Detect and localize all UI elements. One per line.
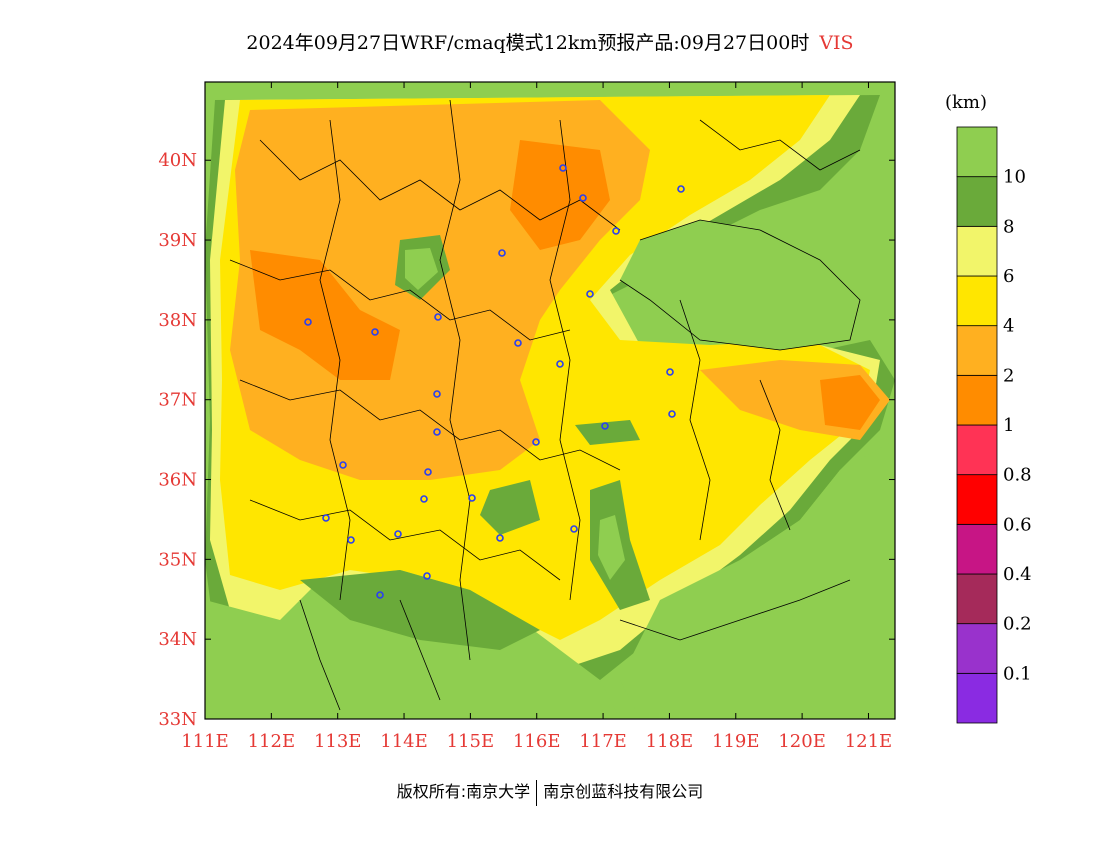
lon-label: 121E bbox=[845, 731, 893, 752]
colorbar-swatch bbox=[956, 275, 998, 327]
title-variable: VIS bbox=[819, 32, 854, 54]
colorbar-swatch bbox=[956, 225, 998, 277]
city-markers bbox=[304, 164, 685, 599]
map-frame bbox=[204, 81, 896, 720]
lon-label: 119E bbox=[712, 731, 760, 752]
colorbar-level-label: 0.8 bbox=[1003, 465, 1032, 486]
colorbar-swatch bbox=[956, 374, 998, 426]
lat-labels: 33N 34N 35N 36N 37N 38N 39N 40N bbox=[158, 150, 197, 730]
lat-label: 37N bbox=[158, 390, 197, 411]
lon-label: 116E bbox=[513, 731, 561, 752]
colorbar-level-label: 1 bbox=[1003, 415, 1014, 436]
colorbar-swatch bbox=[956, 623, 998, 674]
title-main: 2024年09月27日WRF/cmaq模式12km预报产品:09月27日00时 bbox=[246, 32, 810, 54]
lat-label: 36N bbox=[158, 470, 197, 491]
colorbar-swatch bbox=[956, 523, 998, 575]
field-sea bbox=[620, 220, 860, 350]
colorbar-unit: (km) bbox=[945, 92, 987, 113]
chart-title: 2024年09月27日WRF/cmaq模式12km预报产品:09月27日00时 V… bbox=[0, 28, 1100, 55]
field-green-patch-4 bbox=[598, 515, 625, 580]
colorbar-level-label: 0.4 bbox=[1003, 564, 1032, 585]
field-se-green bbox=[620, 440, 895, 719]
footer: 版权所有:南京大学 南京创蓝科技有限公司 bbox=[0, 778, 1100, 806]
lon-labels: 111E 112E 113E 114E 115E 116E 117E 118E 119E 120E… bbox=[181, 731, 892, 752]
footer-company: 南京创蓝科技有限公司 bbox=[543, 782, 704, 801]
colorbar-level-label: 6 bbox=[1003, 266, 1014, 287]
colorbar-level-label: 4 bbox=[1003, 316, 1014, 337]
lon-label: 114E bbox=[380, 731, 428, 752]
field-green-patch-6 bbox=[575, 420, 640, 445]
lon-label: 120E bbox=[778, 731, 826, 752]
colorbar-swatch bbox=[956, 424, 998, 476]
colorbar-level-label: 2 bbox=[1003, 365, 1014, 386]
lon-label: 118E bbox=[646, 731, 694, 752]
boundary-lines bbox=[229, 99, 861, 711]
field-green-patch-5 bbox=[480, 480, 540, 535]
colorbar-level-label: 0.1 bbox=[1003, 663, 1032, 684]
field-sw-green bbox=[205, 570, 620, 719]
lat-label: 39N bbox=[158, 230, 197, 251]
colorbar-level-label: 10 bbox=[1003, 167, 1026, 188]
colorbar-level-label: 0.6 bbox=[1003, 514, 1032, 535]
colorbar-swatch bbox=[956, 672, 998, 724]
lon-label: 111E bbox=[181, 731, 229, 752]
lat-label: 33N bbox=[158, 709, 197, 730]
footer-copyright: 版权所有:南京大学 bbox=[396, 782, 531, 801]
visibility-field bbox=[205, 82, 895, 719]
field-sw-darkgreen bbox=[300, 570, 540, 650]
lon-label: 112E bbox=[248, 731, 296, 752]
colorbar-swatch bbox=[956, 126, 998, 178]
colorbar-swatch bbox=[956, 573, 998, 625]
lon-label: 113E bbox=[314, 731, 362, 752]
colorbar-swatch bbox=[956, 176, 998, 227]
colorbar: 0.1 0.2 0.4 0.6 0.8 1 2 4 6 8 10 bbox=[956, 126, 1032, 724]
footer-separator bbox=[536, 779, 538, 806]
colorbar-swatch bbox=[956, 474, 998, 525]
lon-label: 115E bbox=[447, 731, 495, 752]
lat-label: 35N bbox=[158, 549, 197, 570]
field-orange bbox=[510, 140, 610, 250]
lat-label: 34N bbox=[158, 629, 197, 650]
axis-ticks bbox=[204, 82, 895, 720]
colorbar-level-label: 8 bbox=[1003, 216, 1014, 237]
field-orange-2 bbox=[250, 250, 400, 380]
lon-label: 117E bbox=[579, 731, 627, 752]
lat-label: 40N bbox=[158, 150, 197, 171]
field-orange-3 bbox=[820, 375, 880, 430]
colorbar-level-label: 0.2 bbox=[1003, 614, 1032, 635]
field-green-patch-2 bbox=[405, 248, 438, 290]
colorbar-swatch bbox=[956, 325, 998, 376]
lat-label: 38N bbox=[158, 310, 197, 331]
